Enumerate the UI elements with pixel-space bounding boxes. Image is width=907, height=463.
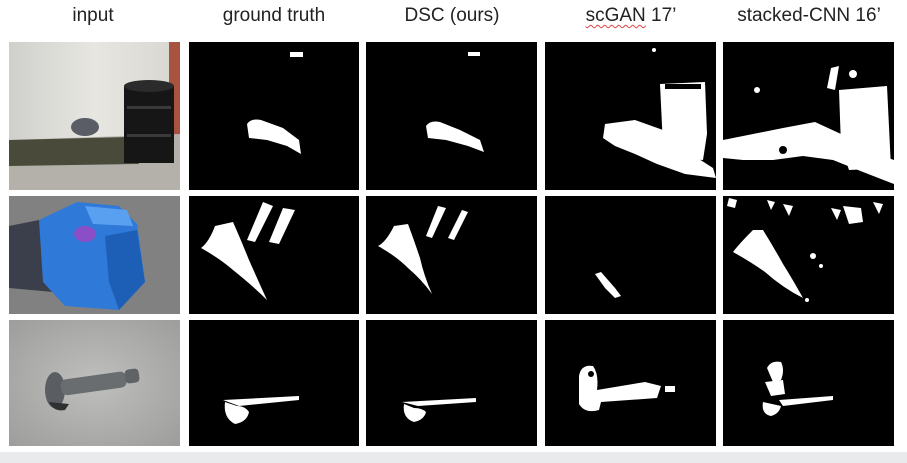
mask-ground-truth-barrel — [189, 42, 359, 190]
input-image-bolt — [9, 320, 180, 446]
column-label-scgan-rest: 17’ — [645, 5, 677, 26]
mask-stacked-cnn-bolt — [723, 320, 894, 446]
mask-dsc-jerry-can — [366, 196, 537, 314]
mask-stacked-cnn-jerry-can — [723, 196, 894, 314]
mask-ground-truth-jerry-can — [189, 196, 359, 314]
column-header-bar: input ground truth DSC (ours) scGAN 17’ … — [0, 0, 907, 36]
column-label-input: input — [72, 5, 114, 26]
mask-ground-truth-bolt — [189, 320, 359, 446]
mask-scgan-bolt — [545, 320, 716, 446]
mask-scgan-barrel — [545, 42, 716, 190]
mask-dsc-bolt — [366, 320, 537, 446]
input-image-barrel — [9, 42, 180, 190]
input-image-jerry-can — [9, 196, 180, 314]
mask-scgan-jerry-can — [545, 196, 716, 314]
spellcheck-underlined-word: scGAN — [585, 5, 646, 26]
column-label-scgan: scGAN 17’ — [545, 4, 717, 28]
mask-stacked-cnn-barrel — [723, 42, 894, 190]
bottom-toolbar-strip — [0, 452, 907, 463]
column-label-dsc: DSC (ours) — [404, 5, 500, 26]
column-label-stacked-cnn: stacked-CNN 16’ — [737, 5, 881, 26]
mask-dsc-barrel — [366, 42, 537, 190]
column-label-ground-truth: ground truth — [222, 5, 326, 26]
